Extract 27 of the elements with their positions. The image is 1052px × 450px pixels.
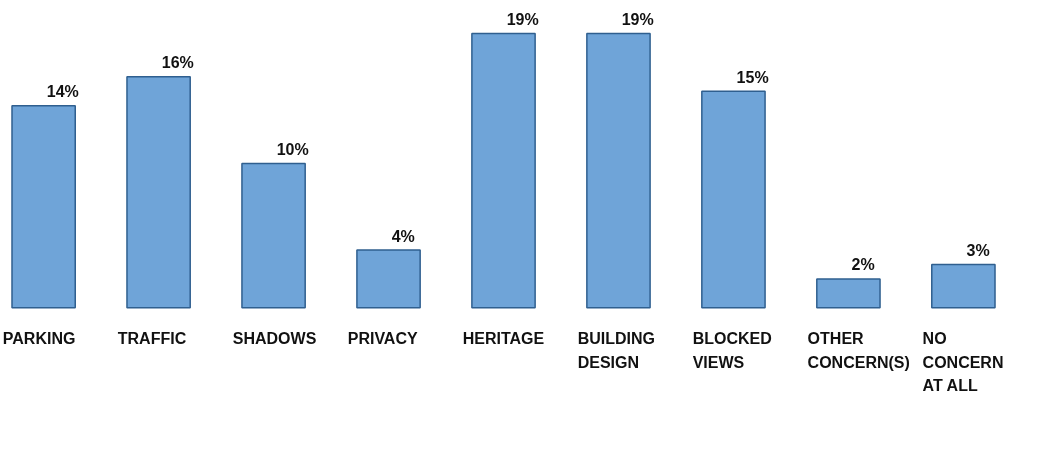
- data-label: 10%: [276, 140, 309, 158]
- bar: [471, 32, 536, 309]
- bar: [126, 76, 191, 309]
- x-tick-label: PARKING: [2, 329, 76, 347]
- data-label: 2%: [851, 256, 875, 274]
- bar: [816, 278, 881, 309]
- x-tick-label: NO CONCERN AT ALL: [922, 329, 1004, 395]
- data-label: 15%: [736, 68, 769, 86]
- data-label: 16%: [161, 54, 194, 72]
- x-tick-label: TRAFFIC: [117, 329, 187, 347]
- bar: [11, 104, 76, 309]
- data-label: 4%: [391, 227, 415, 245]
- x-tick-label: SHADOWS: [232, 329, 317, 347]
- data-label: 14%: [46, 83, 79, 101]
- data-label: 3%: [966, 242, 990, 259]
- bar: [356, 249, 421, 309]
- x-tick-label: BLOCKED VIEWS: [692, 329, 772, 371]
- bar: [931, 263, 996, 309]
- x-tick-label: PRIVACY: [347, 329, 418, 347]
- data-label: 19%: [506, 10, 539, 28]
- data-label: 19%: [621, 10, 654, 28]
- x-tick-label: OTHER CONCERN(S): [807, 329, 910, 371]
- x-tick-label: HERITAGE: [462, 329, 545, 347]
- bar: [586, 32, 651, 309]
- bar: [241, 162, 306, 309]
- bar: [701, 90, 766, 309]
- x-tick-label: BUILDING DESIGN: [577, 329, 655, 371]
